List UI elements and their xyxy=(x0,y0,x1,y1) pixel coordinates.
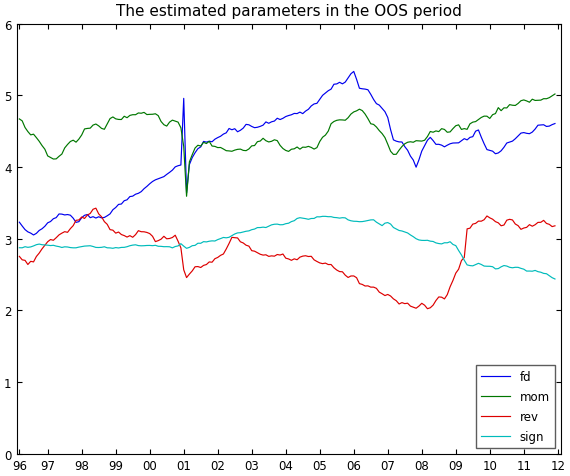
fd xyxy=(16,220,23,226)
fd xyxy=(144,184,150,190)
mom xyxy=(141,110,148,116)
sign xyxy=(169,246,176,251)
rev xyxy=(144,230,150,236)
sign xyxy=(177,241,184,247)
rev xyxy=(172,233,178,238)
rev xyxy=(180,268,187,273)
mom xyxy=(169,118,176,124)
fd xyxy=(30,233,37,238)
fd xyxy=(172,165,178,170)
rev xyxy=(288,258,295,264)
Line: rev: rev xyxy=(19,208,555,309)
mom xyxy=(263,139,270,144)
rev xyxy=(16,254,23,260)
fd xyxy=(351,69,357,75)
mom xyxy=(177,126,184,131)
Title: The estimated parameters in the OOS period: The estimated parameters in the OOS peri… xyxy=(116,4,462,19)
fd xyxy=(180,96,187,102)
rev xyxy=(263,252,270,258)
fd xyxy=(263,120,270,126)
rev xyxy=(72,218,79,224)
rev xyxy=(552,223,559,229)
sign xyxy=(319,214,326,220)
fd xyxy=(75,219,82,225)
rev xyxy=(424,306,431,312)
sign xyxy=(72,246,79,251)
mom xyxy=(552,92,559,98)
Line: sign: sign xyxy=(19,217,555,279)
fd xyxy=(552,121,559,127)
Legend: fd, mom, rev, sign: fd, mom, rev, sign xyxy=(476,366,555,448)
rev xyxy=(92,206,99,211)
mom xyxy=(16,117,23,122)
mom xyxy=(288,147,295,153)
Line: mom: mom xyxy=(19,95,555,197)
mom xyxy=(183,194,190,200)
sign xyxy=(16,245,23,251)
sign xyxy=(260,225,267,230)
mom xyxy=(72,140,79,146)
sign xyxy=(552,277,559,282)
sign xyxy=(285,221,292,227)
Line: fd: fd xyxy=(19,72,555,236)
sign xyxy=(141,243,148,249)
fd xyxy=(288,113,295,119)
